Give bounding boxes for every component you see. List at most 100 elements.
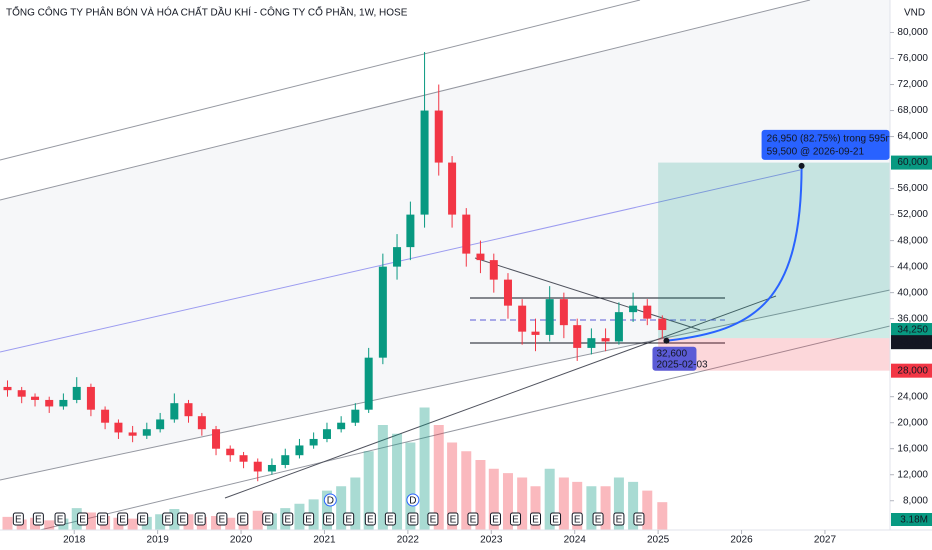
candle-body (587, 338, 596, 348)
target-zone (658, 162, 890, 339)
position-tool (658, 162, 890, 371)
volume-bar (377, 425, 388, 530)
volume-bar (530, 486, 541, 530)
candle-body (86, 386, 95, 410)
candle-body (184, 403, 193, 417)
volume-bar (572, 481, 583, 530)
volume-bar (252, 510, 263, 530)
volume-bar (71, 508, 82, 530)
earnings-label: E (139, 515, 146, 526)
candle-body (559, 299, 568, 326)
volume-bar (336, 486, 347, 530)
earnings-label: E (387, 515, 394, 526)
y-tick-label: 52,000 (897, 209, 928, 220)
stop-price-box (891, 363, 932, 378)
x-tick-label: 2019 (147, 535, 170, 546)
earnings-label: E (430, 515, 437, 526)
candle-body (601, 338, 610, 342)
currency: VND (904, 8, 925, 19)
earnings-label: E (284, 515, 291, 526)
earnings-label: E (367, 515, 374, 526)
earnings-label: E (239, 515, 246, 526)
stop-zone (658, 338, 890, 371)
y-tick-label: 80,000 (897, 27, 928, 38)
dividend-marker (406, 493, 420, 507)
y-tick-label: 16,000 (897, 443, 928, 454)
channel-line (0, 0, 811, 201)
annotations: 26,950 (82.75%) trong 595n 59,500 @ 2026-… (12, 129, 891, 526)
x-tick-label: 2025 (647, 535, 670, 546)
volume-last-box (891, 513, 932, 526)
volume-bar (350, 477, 361, 530)
x-tick-label: 2018 (63, 535, 86, 546)
dividend-marker (323, 493, 337, 507)
earnings-marker (633, 512, 645, 526)
earnings-label: E (325, 515, 332, 526)
x-tick-label: 2023 (480, 535, 503, 546)
candle-body (573, 325, 582, 348)
target-price-box (891, 155, 932, 170)
entry-price-label: 33,000 (897, 337, 928, 348)
earnings-label: E (179, 515, 186, 526)
candle-body (101, 409, 110, 423)
candle-body (281, 455, 290, 465)
volume-bar (363, 451, 374, 530)
candle-body (322, 429, 331, 439)
stop-price-label: 28,000 (897, 365, 928, 376)
y-tick-label: 8,000 (903, 495, 928, 506)
candle-body (128, 432, 137, 436)
y-tick-label: 24,000 (897, 391, 928, 402)
start-label: 32,600 (656, 348, 687, 359)
volume-bar (211, 516, 222, 530)
x-tick-label: 2026 (730, 535, 753, 546)
start-date: 2025-02-03 (656, 359, 708, 370)
volume-bar (488, 468, 499, 530)
earnings-label: E (616, 515, 623, 526)
x-tick-label: 2022 (397, 535, 420, 546)
earnings-marker (427, 512, 439, 526)
earnings-marker (12, 512, 24, 526)
earnings-marker (323, 512, 335, 526)
volume-bar (155, 514, 166, 530)
candle-body (337, 422, 346, 430)
earnings-marker (509, 512, 521, 526)
earnings-marker (447, 512, 459, 526)
entry-price-box (891, 335, 932, 350)
candle-body (295, 445, 304, 456)
candle-body (31, 396, 40, 400)
volume-bar (628, 481, 639, 530)
support-line (224, 295, 777, 499)
volume-bar (225, 517, 236, 530)
volume-bar (2, 516, 13, 530)
candle-body (614, 312, 623, 342)
channel-line (0, 0, 641, 161)
earnings-marker (137, 512, 149, 526)
candle-body (351, 409, 360, 423)
volume-bar (657, 502, 668, 530)
volume-bar (419, 407, 430, 530)
volume-bar (433, 425, 444, 530)
volume-bar (321, 490, 332, 530)
earnings-marker (407, 512, 419, 526)
chart-title: TỔNG CÔNG TY PHÂN BÓN VÀ HÓA CHẤT DẦU KH… (6, 6, 408, 19)
earnings-marker (262, 512, 274, 526)
x-tick-label: 2024 (564, 535, 587, 546)
candle-body (45, 399, 54, 407)
candle-body (197, 416, 206, 430)
volume-bar (461, 451, 472, 530)
target-box (761, 129, 890, 160)
candle-body (448, 162, 457, 215)
x-tick-label: 2027 (814, 535, 837, 546)
y-tick-label: 76,000 (897, 53, 928, 64)
volume-bar (85, 512, 96, 530)
earnings-marker (32, 512, 44, 526)
dividend-label: D (409, 496, 416, 507)
earnings-label: E (470, 515, 477, 526)
earnings-marker (282, 512, 294, 526)
earnings-label: E (15, 515, 22, 526)
y-tick-label: 40,000 (897, 287, 928, 298)
candle-body (253, 461, 262, 472)
y-tick-label: 36,000 (897, 313, 928, 324)
earnings-marker (467, 512, 479, 526)
